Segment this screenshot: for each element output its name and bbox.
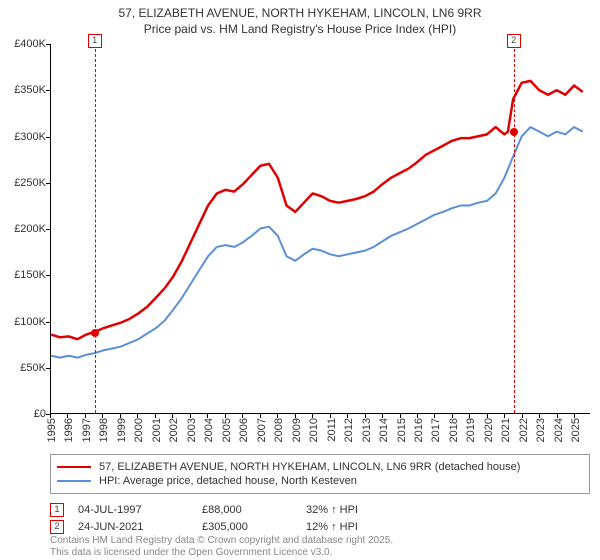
footer-line-2: This data is licensed under the Open Gov… bbox=[50, 547, 393, 559]
sale-row-2: 2 24-JUN-2021 £305,000 12% ↑ HPI bbox=[50, 520, 590, 534]
y-tick-label: £250K bbox=[0, 177, 46, 189]
y-tick-label: £200K bbox=[0, 223, 46, 235]
sales-table: 1 04-JUL-1997 £88,000 32% ↑ HPI 2 24-JUN… bbox=[50, 500, 590, 537]
x-tick-label: 2025 bbox=[570, 418, 600, 442]
y-tick-label: £150K bbox=[0, 269, 46, 281]
footer-line-1: Contains HM Land Registry data © Crown c… bbox=[50, 535, 393, 547]
footer-attribution: Contains HM Land Registry data © Crown c… bbox=[50, 535, 393, 558]
legend-row-price-paid: 57, ELIZABETH AVENUE, NORTH HYKEHAM, LIN… bbox=[57, 461, 583, 473]
series-line-hpi bbox=[51, 127, 583, 358]
sale-hpi-1: 32% ↑ HPI bbox=[306, 504, 416, 516]
title-line-1: 57, ELIZABETH AVENUE, NORTH HYKEHAM, LIN… bbox=[0, 6, 600, 22]
sale-date-2: 24-JUN-2021 bbox=[78, 521, 188, 533]
sale-marker-1: 1 bbox=[50, 503, 64, 517]
legend-swatch-hpi bbox=[57, 480, 91, 482]
sale-marker-box-1: 1 bbox=[88, 34, 102, 48]
sale-dot-1 bbox=[91, 329, 99, 337]
sale-marker-box-2: 2 bbox=[507, 34, 521, 48]
y-tick-label: £300K bbox=[0, 131, 46, 143]
sale-row-1: 1 04-JUL-1997 £88,000 32% ↑ HPI bbox=[50, 503, 590, 517]
sale-hpi-2: 12% ↑ HPI bbox=[306, 521, 416, 533]
legend-row-hpi: HPI: Average price, detached house, Nort… bbox=[57, 475, 583, 487]
sale-vline-1 bbox=[95, 44, 96, 413]
y-tick-label: £400K bbox=[0, 38, 46, 50]
chart-container: 57, ELIZABETH AVENUE, NORTH HYKEHAM, LIN… bbox=[0, 0, 600, 560]
plot-area: 12 bbox=[50, 44, 590, 414]
sale-date-1: 04-JUL-1997 bbox=[78, 504, 188, 516]
y-tick-label: £50K bbox=[0, 362, 46, 374]
legend-label-hpi: HPI: Average price, detached house, Nort… bbox=[99, 475, 357, 487]
legend-swatch-price-paid bbox=[57, 466, 91, 468]
sale-price-2: £305,000 bbox=[202, 521, 292, 533]
y-tick-label: £0 bbox=[0, 408, 46, 420]
sale-dot-2 bbox=[510, 128, 518, 136]
legend-box: 57, ELIZABETH AVENUE, NORTH HYKEHAM, LIN… bbox=[50, 454, 590, 494]
y-tick-label: £350K bbox=[0, 84, 46, 96]
sale-vline-2 bbox=[514, 44, 515, 413]
sale-marker-2: 2 bbox=[50, 520, 64, 534]
legend-label-price-paid: 57, ELIZABETH AVENUE, NORTH HYKEHAM, LIN… bbox=[99, 461, 520, 473]
series-line-price_paid bbox=[51, 81, 583, 339]
sale-price-1: £88,000 bbox=[202, 504, 292, 516]
chart-lines-svg bbox=[51, 44, 590, 413]
y-tick-label: £100K bbox=[0, 316, 46, 328]
chart-title: 57, ELIZABETH AVENUE, NORTH HYKEHAM, LIN… bbox=[0, 0, 600, 37]
